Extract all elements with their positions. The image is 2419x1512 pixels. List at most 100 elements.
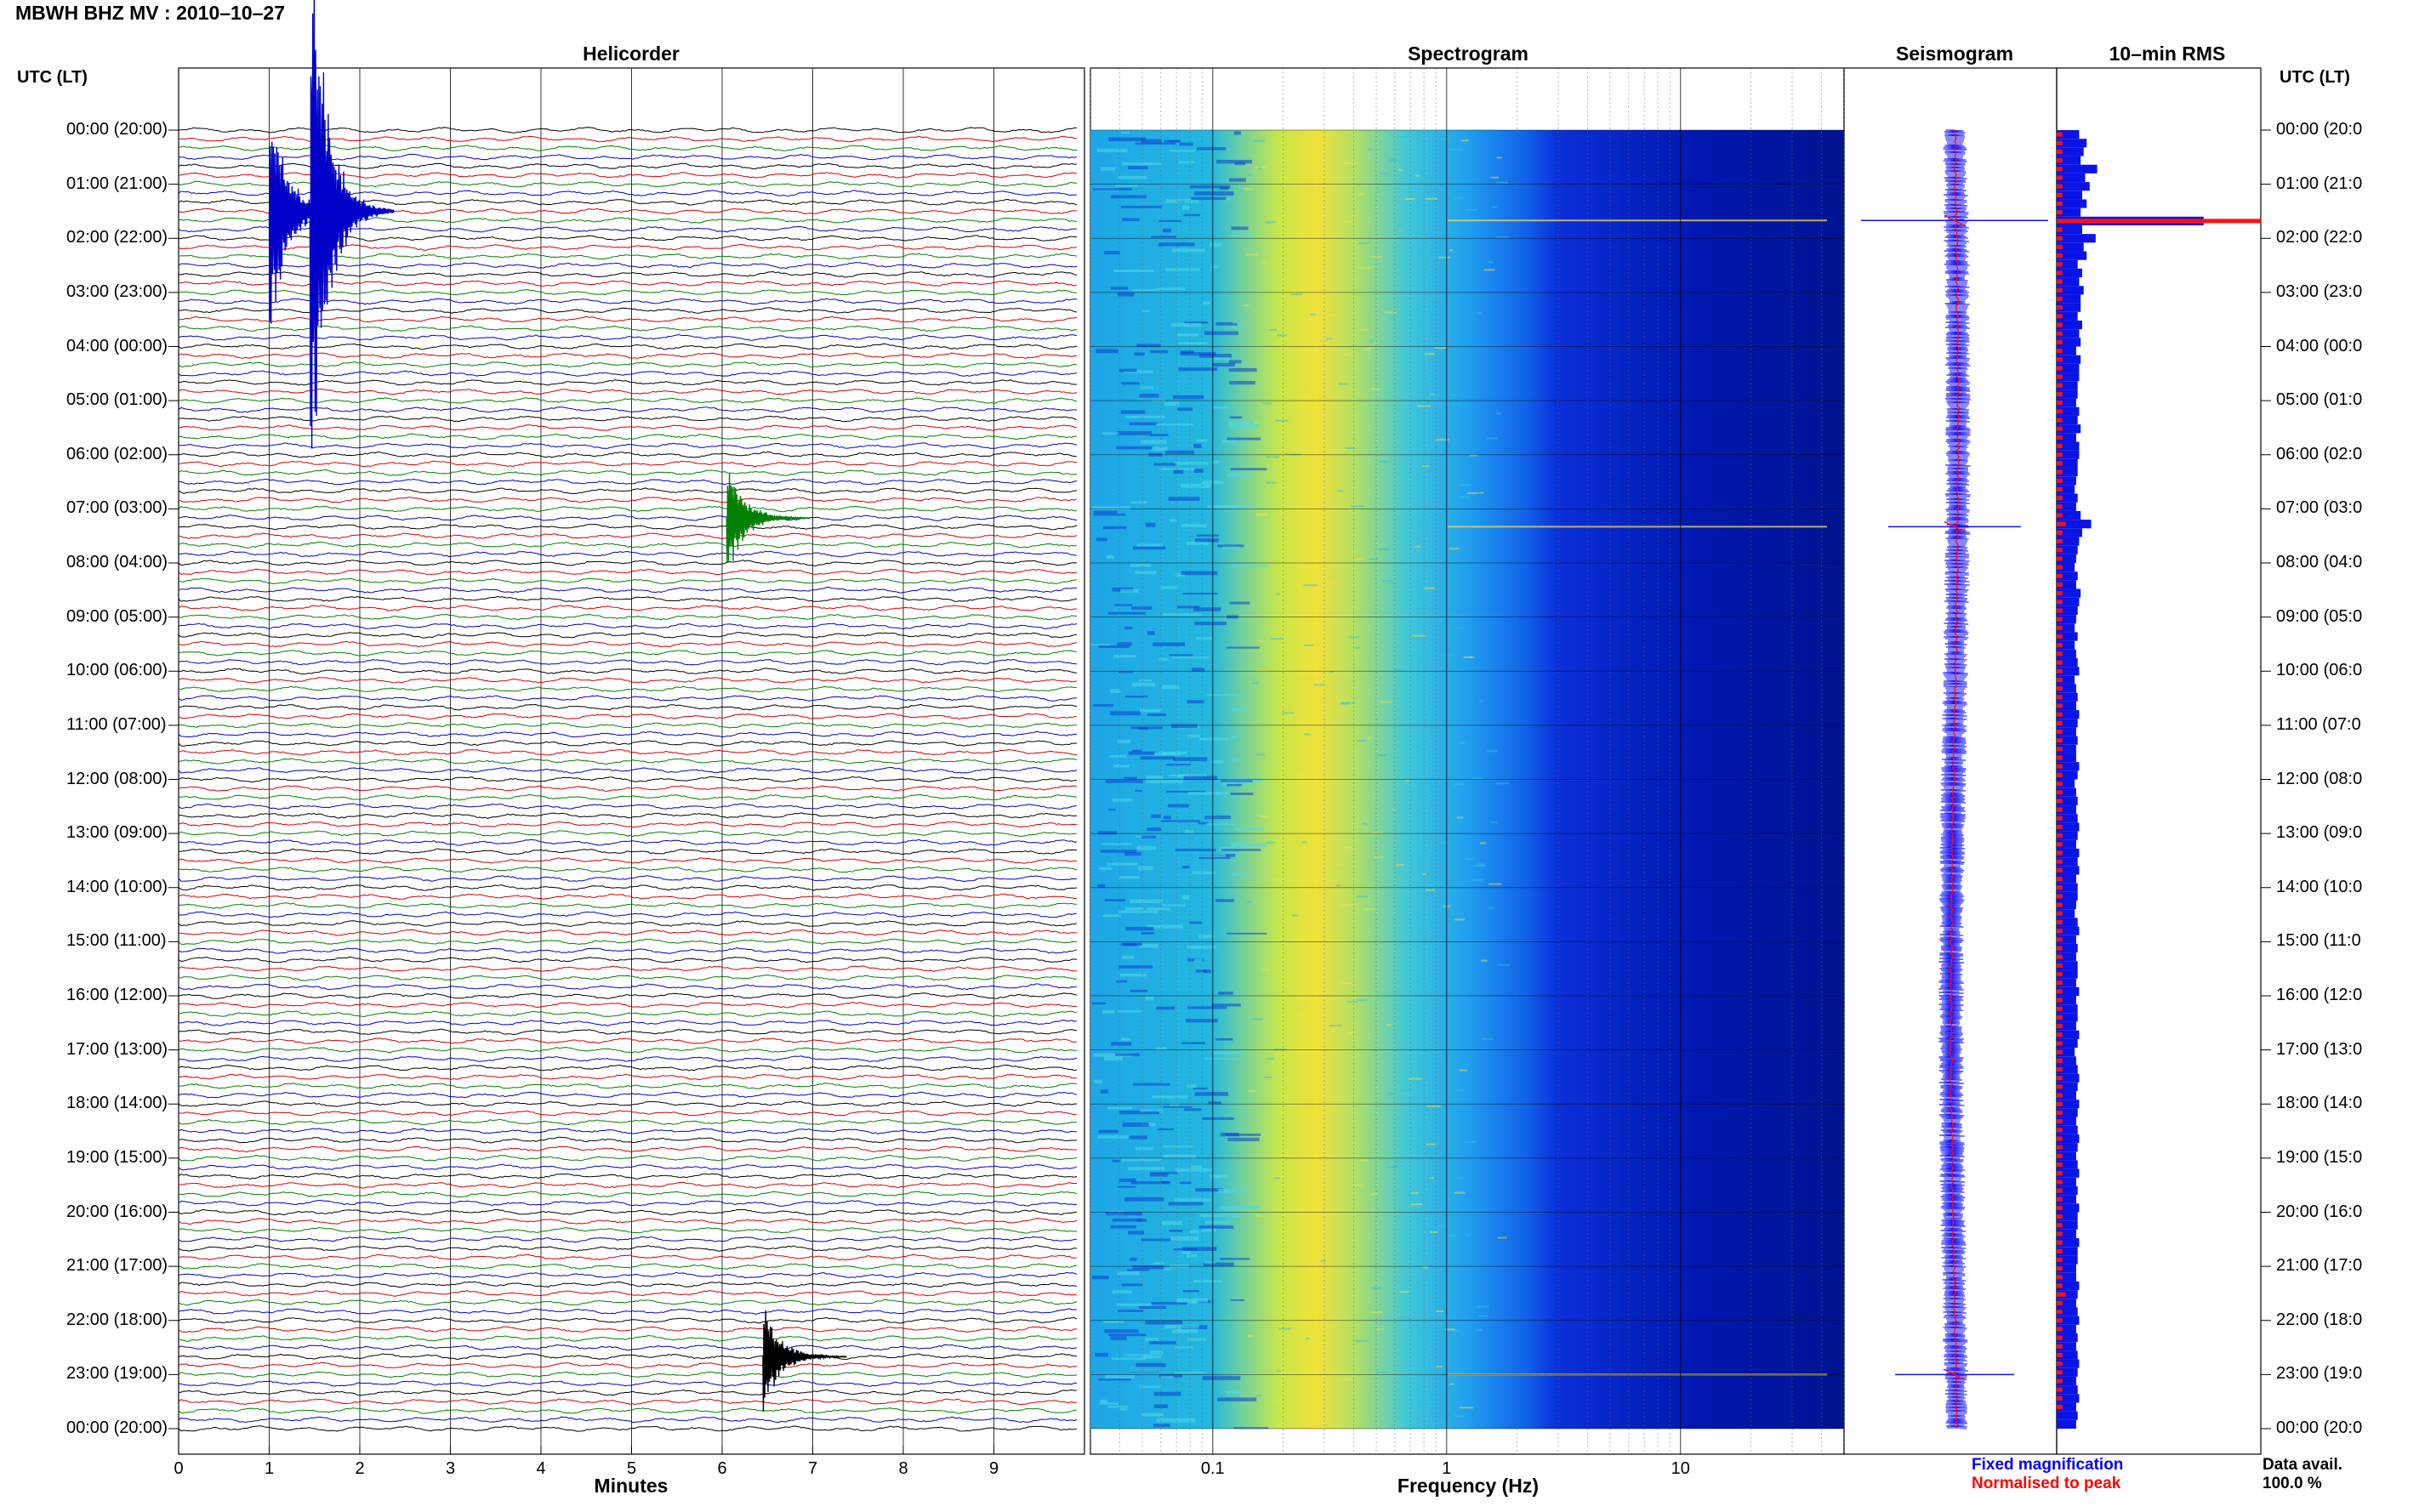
spectrogram-speckle <box>1392 809 1397 811</box>
hour-label-right: 23:00 (19:0 <box>2276 1364 2363 1384</box>
helicorder-trace <box>178 947 1078 954</box>
rms-fixed-bar <box>2057 1220 2078 1230</box>
spectrogram-speckle <box>1424 353 1436 355</box>
helicorder-trace <box>178 713 1078 720</box>
spectrogram-speckle <box>1231 326 1247 328</box>
spectrogram-speckle <box>1174 1372 1204 1374</box>
rms-fixed-bar <box>2057 1056 2076 1066</box>
spectrogram-speckle <box>1276 593 1281 595</box>
rms-fixed-bar <box>2057 623 2075 633</box>
rms-normalised-bar <box>2057 608 2063 613</box>
spectrogram-speckle <box>1092 187 1132 190</box>
spectrogram-speckle <box>1118 671 1133 674</box>
spectrogram-speckle <box>1335 884 1340 887</box>
spectrogram-speckle <box>1176 1298 1209 1303</box>
spectrogram-speckle <box>1111 1042 1132 1046</box>
rms-fixed-bar <box>2057 839 2076 849</box>
rms-fixed-bar <box>2057 1117 2076 1126</box>
spectrogram-speckle <box>1118 175 1147 179</box>
spectrogram-speckle <box>1419 1057 1429 1060</box>
hour-label-right: 20:00 (16:0 <box>2276 1202 2363 1221</box>
spectrogram-speckle <box>1099 1402 1118 1405</box>
rms-fixed-bar <box>2057 355 2081 364</box>
helicorder-trace <box>178 1046 1078 1054</box>
spectrogram-speckle <box>1457 1177 1465 1179</box>
helicorder-trace <box>178 857 1077 864</box>
spectrogram-speckle <box>1329 671 1334 674</box>
hour-label-left: 02:00 (22:00) <box>66 228 168 247</box>
spectrogram-speckle <box>1102 914 1122 918</box>
spectrogram-speckle <box>1266 456 1280 458</box>
spectrogram-speckle <box>1153 463 1176 466</box>
spectrogram-speckle <box>1168 1202 1204 1206</box>
spectrogram-speckle <box>1425 889 1436 891</box>
spectrogram-speckle <box>1153 1391 1181 1396</box>
rms-normalised-bar <box>2057 1352 2063 1358</box>
spectrogram-speckle <box>1162 228 1171 233</box>
spectrogram-speckle <box>1483 269 1495 271</box>
spectrogram-speckle <box>1369 340 1374 343</box>
spectrogram-speckle <box>1139 1305 1166 1310</box>
spectrogram-speckle <box>1355 1339 1369 1342</box>
spectrogram-speckle <box>1184 321 1209 324</box>
hour-label-left: 01:00 (21:00) <box>66 173 168 193</box>
rms-fixed-bar <box>2057 727 2076 736</box>
spectrogram-speckle <box>1218 1188 1247 1193</box>
spectrogram-speckle <box>1232 873 1251 876</box>
spectrogram-speckle <box>1187 946 1216 949</box>
spectrogram-speckle <box>1234 162 1246 166</box>
spectrogram-speckle <box>1181 205 1190 210</box>
spectrogram-speckle <box>1138 866 1153 871</box>
spectrogram-speckle <box>1464 1140 1476 1143</box>
spectrogram-speckle <box>1173 469 1184 475</box>
rms-normalised-bar <box>2057 1405 2063 1410</box>
spectrogram-speckle <box>1117 739 1131 743</box>
rms-normalised-bar <box>2057 1041 2063 1046</box>
spectrogram-speckle <box>1262 969 1271 971</box>
hour-label-left: 03:00 (23:00) <box>66 281 168 301</box>
panel-frame <box>2056 67 2262 1455</box>
spectrogram-speckle <box>1170 1236 1199 1241</box>
rms-fixed-bar <box>2057 926 2080 935</box>
spectrogram-speckle <box>1140 756 1175 760</box>
spectrogram-speckle <box>1174 1198 1212 1202</box>
spectrogram-speckle <box>1181 895 1190 900</box>
helicorder-trace <box>178 1173 1078 1179</box>
helicorder-trace <box>178 613 1077 621</box>
rms-normalised-bar <box>2057 1076 2063 1081</box>
spectrogram-speckle <box>1409 734 1416 736</box>
hour-label-left: 20:00 (16:00) <box>66 1202 168 1221</box>
rms-fixed-bar <box>2057 805 2076 815</box>
spectrogram-speckle <box>1124 1354 1152 1356</box>
spectrogram-speckle <box>1136 845 1156 850</box>
rms-fixed-bar <box>2057 1108 2078 1117</box>
rms-fixed-bar <box>2057 389 2078 399</box>
helicorder-trace <box>178 568 1078 576</box>
rms-normalised-bar <box>2057 1370 2063 1375</box>
spectrogram-speckle <box>1233 131 1241 135</box>
spectrogram-speckle <box>1136 1362 1166 1367</box>
spectrogram-speckle <box>1161 685 1180 690</box>
helicorder-trace <box>178 785 1078 792</box>
rms-normalised-bar <box>2057 772 2063 777</box>
spectrogram-speckle <box>1232 564 1268 567</box>
spectrogram-speckle <box>1156 287 1186 291</box>
spectrogram-speckle <box>1404 198 1416 201</box>
rms-fixed-bar <box>2057 1038 2078 1049</box>
rms-normalised-bar <box>2057 1015 2063 1020</box>
rms-normalised-bar <box>2057 946 2063 951</box>
helicorder-trace <box>178 333 1078 341</box>
spectrogram-speckle <box>1192 1087 1208 1090</box>
rms-normalised-bar <box>2057 504 2063 509</box>
spectrogram-speckle <box>1129 422 1158 426</box>
spectrogram-speckle <box>1124 776 1137 779</box>
spectrogram-speckle <box>1132 289 1158 292</box>
spectrogram-speckle <box>1379 461 1386 463</box>
spectrogram-speckle <box>1128 166 1148 170</box>
spectrogram-speckle <box>1214 356 1231 361</box>
rms-normalised-bar <box>2057 409 2063 414</box>
spectrogram-speckle <box>1091 1002 1107 1005</box>
spectrogram-speckle <box>1497 1236 1507 1239</box>
rms-fixed-bar <box>2057 381 2078 390</box>
